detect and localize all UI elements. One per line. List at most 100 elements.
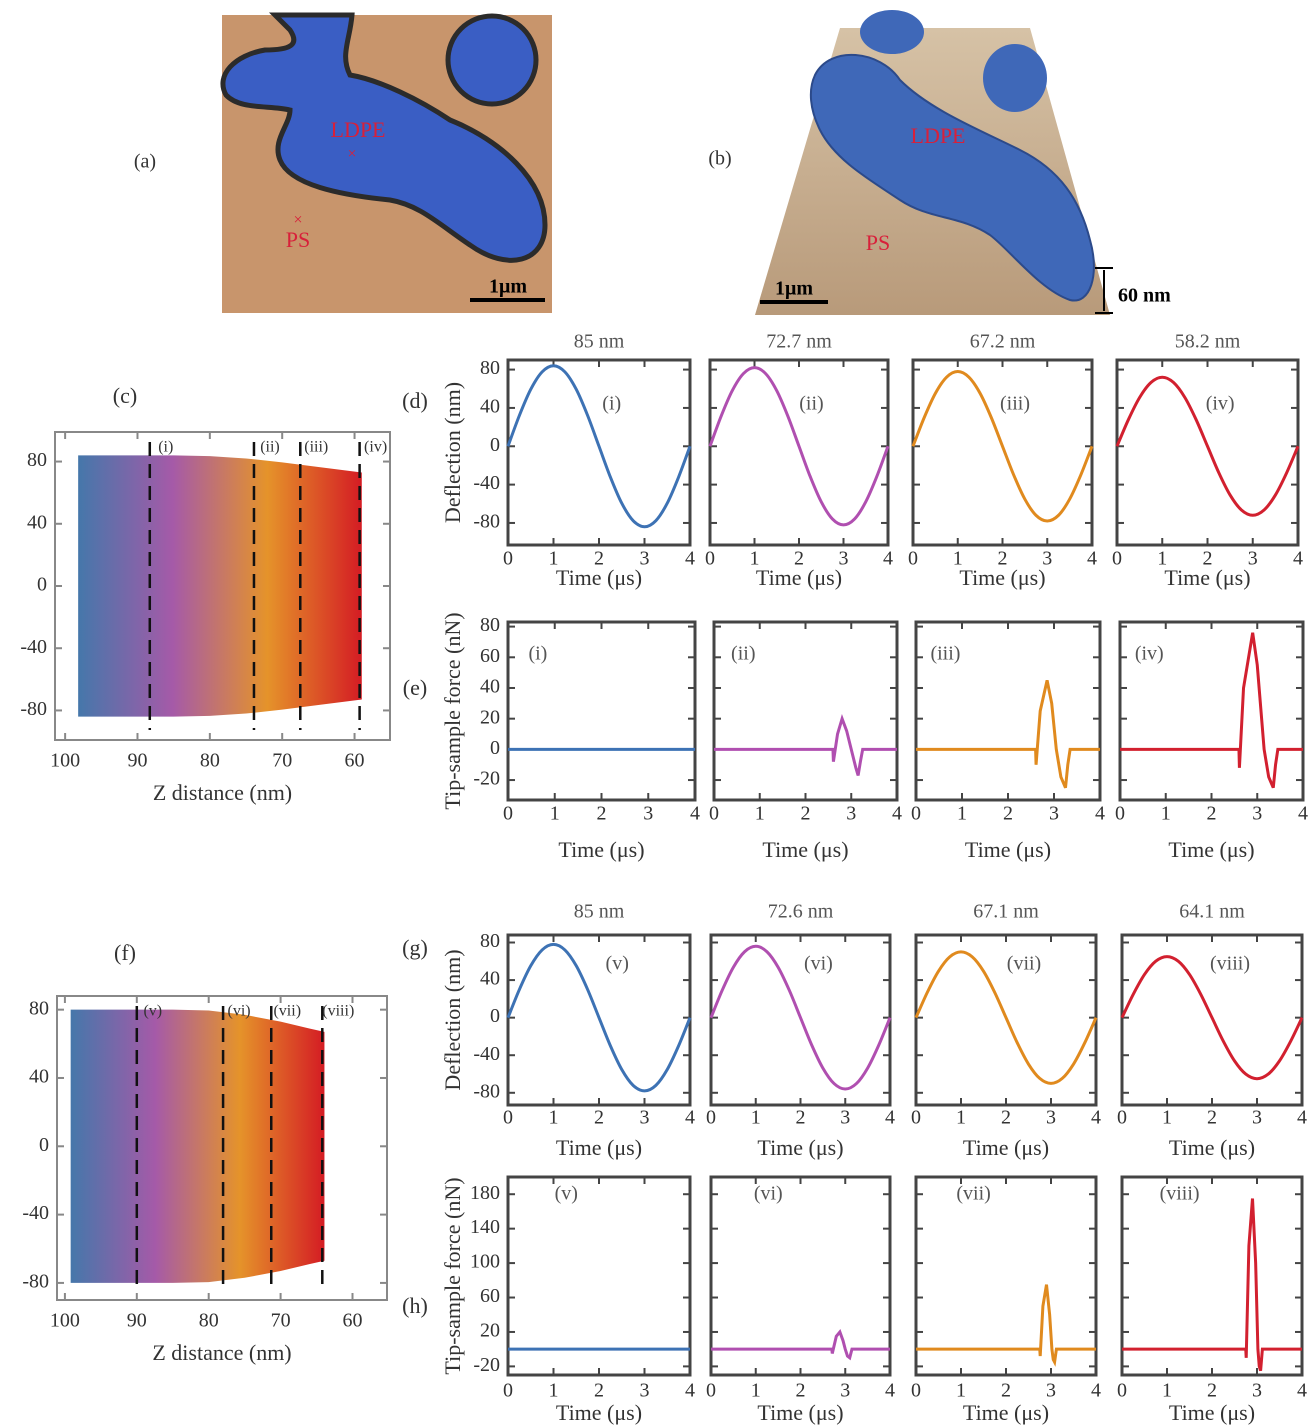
marker-label: (v) [143, 1003, 162, 1020]
y-tick-label: 0 [37, 574, 47, 596]
x-tick-label: 0 [705, 548, 715, 570]
x-tick-label: 2 [794, 548, 804, 570]
x-tick-label: 4 [1297, 1107, 1307, 1129]
x-tick-label: 3 [846, 803, 856, 825]
ldpe-domain [983, 44, 1047, 112]
marker: × [347, 146, 356, 163]
curve-label: (iii) [1000, 393, 1030, 415]
x-axis-label: Time (μs) [757, 1135, 843, 1160]
x-tick-label: 2 [801, 803, 811, 825]
x-tick-label: 2 [1001, 1107, 1011, 1129]
plot-frame [914, 1175, 1098, 1377]
x-axis-label: Time (μs) [756, 565, 842, 590]
y-tick-label: 80 [480, 357, 500, 379]
x-tick-label: 1 [1157, 548, 1167, 570]
ldpe-domain [220, 12, 548, 263]
x-tick-label: 60 [342, 1310, 362, 1332]
height-label: 60 nm [1118, 285, 1171, 307]
line [916, 1284, 1096, 1367]
x-tick-label: 0 [709, 803, 719, 825]
x-tick-label: 70 [272, 750, 292, 772]
x-tick-label: 2 [597, 803, 607, 825]
x-tick-label: 2 [1207, 1380, 1217, 1402]
panel-label: (d) [402, 388, 428, 413]
x-tick-label: 4 [1091, 1107, 1101, 1129]
x-tick-label: 0 [1115, 803, 1125, 825]
x-axis-label: Time (μs) [965, 837, 1051, 862]
y-tick-label: 180 [470, 1182, 500, 1204]
curve-label: (vi) [754, 1183, 783, 1205]
y-tick-label: 80 [27, 449, 47, 471]
y-tick-label: -20 [473, 1354, 500, 1376]
x-tick-label: 1 [549, 1107, 559, 1129]
y-tick-label: -80 [473, 511, 500, 533]
line [1122, 1198, 1302, 1372]
y-tick-label: -20 [473, 768, 500, 790]
plot-frame [911, 358, 1094, 547]
y-tick-label: -80 [20, 698, 47, 720]
x-tick-label: 1 [751, 1107, 761, 1129]
x-tick-label: 1 [549, 548, 559, 570]
y-tick-label: 40 [480, 676, 500, 698]
x-axis-label: Time (μs) [1168, 837, 1254, 862]
plot-frame [1120, 1175, 1304, 1377]
x-tick-label: 4 [883, 548, 893, 570]
x-tick-label: 3 [1049, 803, 1059, 825]
x-tick-label: 1 [1162, 1107, 1172, 1129]
line [711, 1328, 890, 1361]
curve-label: (v) [555, 1183, 578, 1205]
x-axis-label: Time (μs) [963, 1400, 1049, 1425]
x-axis-label: Time (μs) [556, 1400, 642, 1425]
plot-frame [708, 358, 890, 547]
x-tick-label: 3 [840, 1107, 850, 1129]
chart-title: 72.7 nm [766, 331, 832, 353]
curve-label: (ii) [731, 643, 755, 665]
chart-title: 64.1 nm [1179, 901, 1245, 923]
x-axis-label: Time (μs) [556, 1135, 642, 1160]
region-label: LDPE [911, 123, 966, 148]
y-tick-label: 140 [470, 1216, 500, 1238]
y-tick-label: -80 [473, 1080, 500, 1102]
x-axis-label: Time (μs) [1169, 1135, 1255, 1160]
x-tick-label: 0 [503, 1380, 513, 1402]
y-tick-label: -40 [473, 472, 500, 494]
y-tick-label: 20 [480, 706, 500, 728]
y-axis-label: Tip-sample force (nN) [440, 612, 465, 809]
y-axis-label: Deflection (nm) [440, 382, 465, 523]
chart-title: 67.1 nm [973, 901, 1039, 923]
x-tick-label: 1 [956, 1107, 966, 1129]
plot-frame [54, 431, 391, 741]
x-tick-label: 100 [50, 750, 80, 772]
curve-label: (v) [606, 953, 629, 975]
x-axis-label: Time (μs) [1169, 1400, 1255, 1425]
panel-label: (g) [402, 935, 428, 960]
curve-label: (iv) [1135, 643, 1164, 665]
ldpe-domain [809, 53, 1095, 302]
x-tick-label: 0 [503, 548, 513, 570]
x-tick-label: 3 [1252, 1107, 1262, 1129]
x-tick-label: 80 [200, 750, 220, 772]
scale-label: 1μm [489, 276, 527, 298]
ldpe-domain [860, 10, 924, 54]
x-tick-label: 1 [953, 548, 963, 570]
x-tick-label: 2 [594, 548, 604, 570]
x-tick-label: 2 [1207, 803, 1217, 825]
curve-label: (i) [602, 393, 621, 415]
x-tick-label: 3 [640, 548, 650, 570]
x-tick-label: 3 [1046, 1380, 1056, 1402]
x-tick-label: 0 [1117, 1380, 1127, 1402]
x-tick-label: 3 [640, 1380, 650, 1402]
panel-label: (a) [134, 151, 156, 173]
y-tick-label: 0 [490, 1005, 500, 1027]
x-axis-label: Time (μs) [757, 1400, 843, 1425]
x-tick-label: 0 [911, 1107, 921, 1129]
x-tick-label: 1 [1161, 803, 1171, 825]
y-axis-label: Tip-sample force (nN) [440, 1177, 465, 1374]
panel-a: (a) × × LDPE PS 1μm [134, 12, 552, 313]
y-tick-label: 80 [480, 930, 500, 952]
y-tick-label: 0 [39, 1134, 49, 1156]
x-tick-label: 0 [1117, 1107, 1127, 1129]
y-tick-label: 100 [470, 1251, 500, 1273]
x-tick-label: 2 [594, 1107, 604, 1129]
y-tick-label: 20 [480, 1320, 500, 1342]
